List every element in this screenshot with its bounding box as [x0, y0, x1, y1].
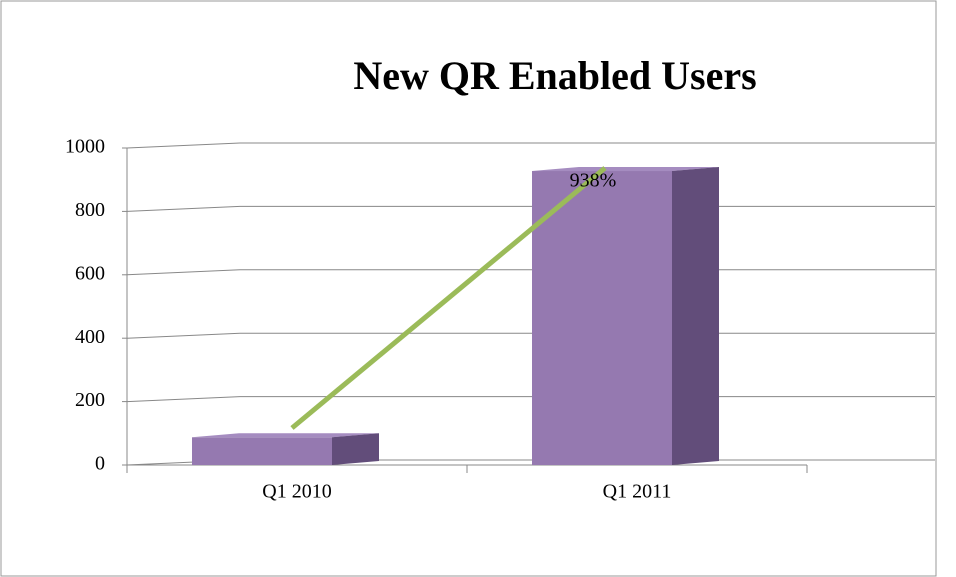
bar-side [332, 433, 379, 465]
x-tick-label: Q1 2011 [603, 481, 672, 503]
y-tick-label: 1000 [65, 136, 105, 158]
y-tick-label: 400 [75, 326, 105, 348]
annotation: 938% [570, 170, 617, 192]
y-tick-label: 0 [95, 453, 105, 475]
grid-line [126, 142, 935, 149]
chart-title: New QR Enabled Users [353, 53, 756, 98]
y-tick-label: 600 [75, 262, 105, 284]
bar [192, 437, 332, 465]
bar-top [532, 167, 719, 172]
bar [532, 171, 672, 465]
y-tick-label: 800 [75, 199, 105, 221]
bar-side [672, 167, 719, 465]
x-tick-label: Q1 2010 [262, 481, 331, 503]
bar-top [192, 433, 379, 438]
y-tick-label: 200 [75, 389, 105, 411]
growth-arrow [290, 166, 607, 430]
